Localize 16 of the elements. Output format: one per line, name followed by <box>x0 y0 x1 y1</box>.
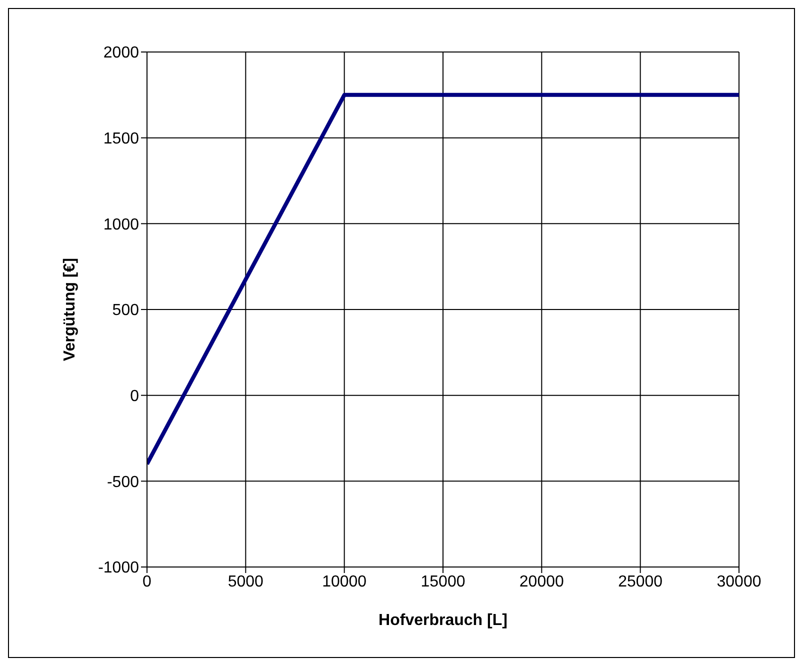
y-tick-label: -1000 <box>98 560 140 577</box>
x-tick-label: 25000 <box>618 573 663 590</box>
x-tick-label: 20000 <box>519 573 564 590</box>
y-axis-title: Vergütung [€] <box>62 258 79 362</box>
y-tick-label: 1000 <box>103 216 140 234</box>
x-tick-label: 15000 <box>420 573 466 590</box>
y-tick-label: 500 <box>112 302 140 320</box>
x-tick-label: 30000 <box>716 573 762 590</box>
x-tick-label: 10000 <box>322 573 367 590</box>
y-tick-label: -500 <box>106 474 140 491</box>
x-tick-label: 5000 <box>228 573 264 590</box>
y-tick-label: 2000 <box>103 44 140 62</box>
x-tick-label: 0 <box>142 573 152 590</box>
y-tick-label: 1500 <box>103 130 140 148</box>
x-axis-title: Hofverbrauch [L] <box>378 612 508 629</box>
y-tick-label: 0 <box>130 388 140 406</box>
